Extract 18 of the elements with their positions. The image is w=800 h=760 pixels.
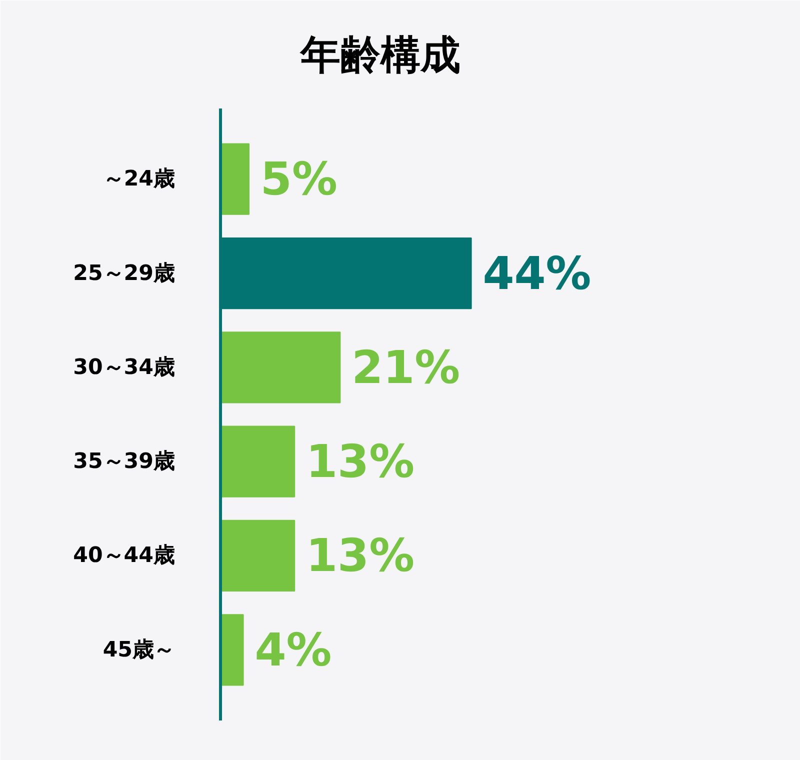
bar [220,426,296,498]
data-label: 4% [254,623,332,676]
bar [220,332,341,404]
bar [220,614,244,686]
y-tick-label: 30～34歳 [73,354,175,380]
data-label: 13% [306,529,414,582]
y-tick-label: 40～44歳 [73,543,175,568]
data-label: 5% [260,152,338,206]
data-label: 13% [306,435,414,488]
y-tick-label: ～24歳 [102,166,175,192]
bar [220,143,250,215]
y-tick-label: 45歳～ [102,637,175,662]
data-label: 21% [352,340,460,394]
bar [220,520,296,592]
data-label: 44% [482,246,592,300]
chart-title: 年齢構成 [300,32,460,78]
y-tick-label: 25～29歳 [73,260,175,286]
y-tick-label: 35～39歳 [73,449,175,474]
